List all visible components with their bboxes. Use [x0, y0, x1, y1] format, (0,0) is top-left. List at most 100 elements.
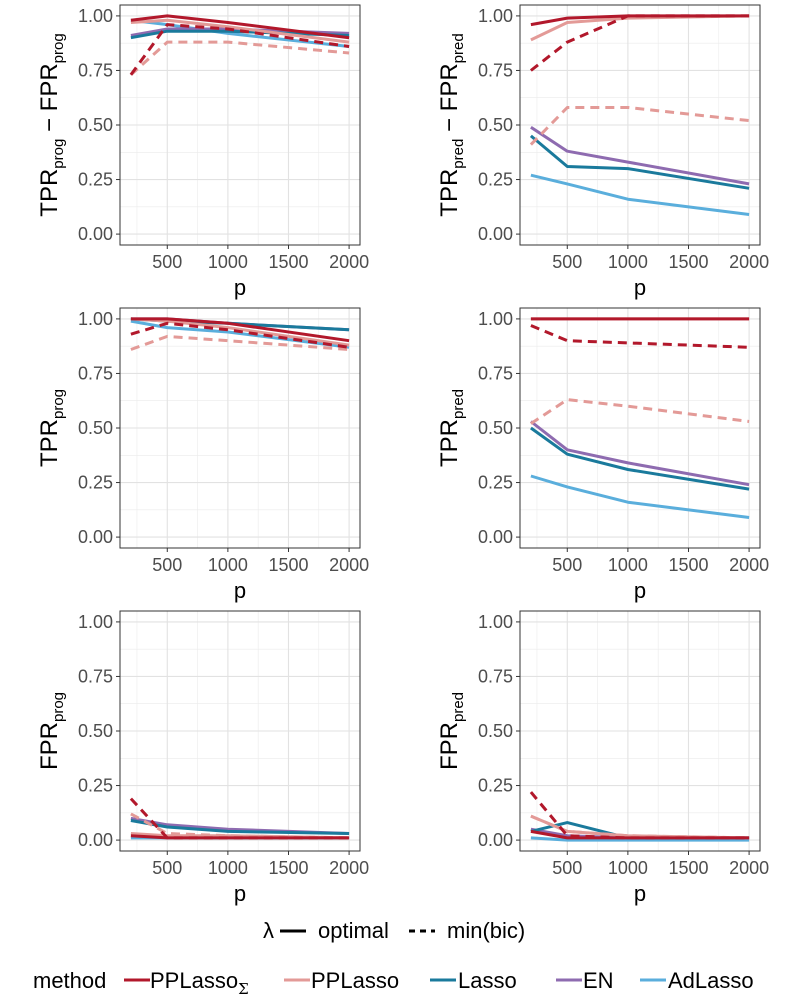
y-tick-label: 0.00: [78, 527, 113, 547]
y-tick-label: 0.50: [478, 115, 513, 135]
y-tick-label: 0.25: [478, 170, 513, 190]
y-tick-label: 0.25: [78, 473, 113, 493]
y-tick-label: 0.00: [478, 224, 513, 244]
x-tick-label: 2000: [329, 555, 369, 575]
series-adlasso-solid: [530, 173, 750, 216]
x-tick-label: 1000: [608, 858, 648, 878]
y-tick-label: 1.00: [478, 309, 513, 329]
x-tick-label: 1500: [268, 252, 308, 272]
y-axis-label: FPRprog: [36, 692, 67, 770]
y-tick-label: 0.50: [78, 721, 113, 741]
y-tick-label: 1.00: [478, 612, 513, 632]
chart-panel-1: 0.00 0.25 0.50 0.75 1.00 500 1000 1500 2000 p TPRp…: [36, 4, 369, 300]
series-lasso-solid: [530, 426, 750, 491]
x-axis-label: p: [234, 275, 246, 300]
series-adlasso-solid: [130, 319, 350, 349]
legend-label-en: EN: [583, 968, 614, 993]
y-tick-label: 1.00: [78, 612, 113, 632]
y-axis-label: TPRprog: [36, 389, 67, 467]
chart-panel-5: 0.00 0.25 0.50 0.75 1.00 500 1000 1500 2000 p FPRp…: [36, 610, 369, 906]
series-pplasso_sigma-solid: [130, 317, 350, 343]
y-tick-label: 0.75: [78, 60, 113, 80]
y-axis-label-part: TPR: [36, 419, 63, 467]
x-axis-label: p: [634, 578, 646, 603]
x-tick-label: 1500: [668, 252, 708, 272]
y-axis-label-part: prog: [50, 139, 67, 169]
x-axis-label: p: [634, 275, 646, 300]
y-tick-label: 0.25: [78, 776, 113, 796]
y-tick-label: 0.50: [78, 418, 113, 438]
legend-method-title: method: [33, 968, 106, 993]
legend-method: method PPLassoΣ PPLasso Lasso EN AdLasso: [33, 968, 754, 998]
x-tick-label: 2000: [729, 858, 769, 878]
y-tick-label: 1.00: [78, 309, 113, 329]
series-pplasso_sigma-solid: [130, 14, 350, 40]
x-tick-label: 500: [152, 555, 182, 575]
y-tick-label: 0.75: [478, 60, 513, 80]
legend-label-pplasso_sigma: PPLassoΣ: [150, 968, 249, 998]
series-en-solid: [530, 125, 750, 186]
series-pplasso_sigma-solid: [530, 829, 750, 840]
y-axis-label-part: prog: [50, 389, 67, 419]
y-tick-label: 0.00: [78, 224, 113, 244]
y-axis-label-part: −: [436, 111, 463, 138]
x-tick-label: 2000: [329, 858, 369, 878]
y-tick-label: 0.00: [78, 830, 113, 850]
y-tick-label: 1.00: [78, 6, 113, 26]
legend-label-text: EN: [583, 968, 614, 993]
series-pplasso-dashed: [529, 106, 750, 146]
x-tick-label: 1000: [208, 858, 248, 878]
series-adlasso-solid: [530, 474, 750, 519]
x-tick-label: 1500: [268, 555, 308, 575]
y-tick-label: 1.00: [478, 6, 513, 26]
y-tick-label: 0.75: [478, 666, 513, 686]
x-tick-label: 1500: [668, 555, 708, 575]
series-pplasso-dashed: [129, 40, 350, 76]
y-axis-label-part: TPR: [436, 419, 463, 467]
series-pplasso-dashed: [130, 812, 350, 840]
x-axis-label: p: [234, 881, 246, 906]
y-axis-label: TPRprog − FPRprog: [36, 33, 67, 216]
y-axis-label-part: pred: [450, 692, 467, 722]
series-pplasso_sigma-dashed: [530, 324, 750, 349]
y-tick-label: 0.25: [478, 473, 513, 493]
legend-label-solid: optimal: [318, 918, 389, 943]
x-tick-label: 2000: [329, 252, 369, 272]
legend-label-pplasso: PPLasso: [311, 968, 399, 993]
y-axis-label: TPRpred: [436, 389, 467, 467]
y-axis-label: TPRpred − FPRpred: [436, 33, 467, 216]
chart-panel-3: 0.00 0.25 0.50 0.75 1.00 500 1000 1500 2000 p TPRp…: [36, 307, 369, 603]
series-pplasso_sigma-dashed: [129, 23, 350, 76]
legend-label-subscript: Σ: [238, 980, 249, 998]
series-pplasso_sigma-dashed: [130, 321, 350, 349]
y-tick-label: 0.25: [78, 170, 113, 190]
y-tick-label: 0.75: [78, 363, 113, 383]
x-tick-label: 1000: [208, 555, 248, 575]
y-tick-label: 0.25: [478, 776, 513, 796]
series-pplasso_sigma-dashed: [129, 797, 350, 840]
series-pplasso_sigma-dashed: [529, 14, 750, 72]
series-adlasso-solid: [530, 836, 750, 842]
legend-linetype: λ optimal min(bic): [263, 918, 525, 943]
x-tick-label: 500: [552, 555, 582, 575]
x-axis-label: p: [234, 578, 246, 603]
x-tick-label: 1500: [668, 858, 708, 878]
legend-label-text: Lasso: [458, 968, 517, 993]
x-tick-label: 500: [552, 858, 582, 878]
x-axis-label: p: [634, 881, 646, 906]
series-pplasso-solid: [130, 18, 350, 44]
y-tick-label: 0.00: [478, 527, 513, 547]
y-tick-label: 0.00: [478, 830, 513, 850]
x-tick-label: 1000: [208, 252, 248, 272]
y-axis-label-part: prog: [50, 33, 67, 63]
series-pplasso-dashed: [530, 814, 750, 840]
y-tick-label: 0.50: [78, 115, 113, 135]
y-axis-label-part: FPR: [36, 722, 63, 770]
series-pplasso-dashed: [130, 334, 350, 351]
chart-panel-6: 0.00 0.25 0.50 0.75 1.00 500 1000 1500 2000 p FPRp…: [436, 610, 769, 906]
x-tick-label: 2000: [729, 252, 769, 272]
x-tick-label: 500: [152, 252, 182, 272]
y-tick-label: 0.50: [478, 418, 513, 438]
